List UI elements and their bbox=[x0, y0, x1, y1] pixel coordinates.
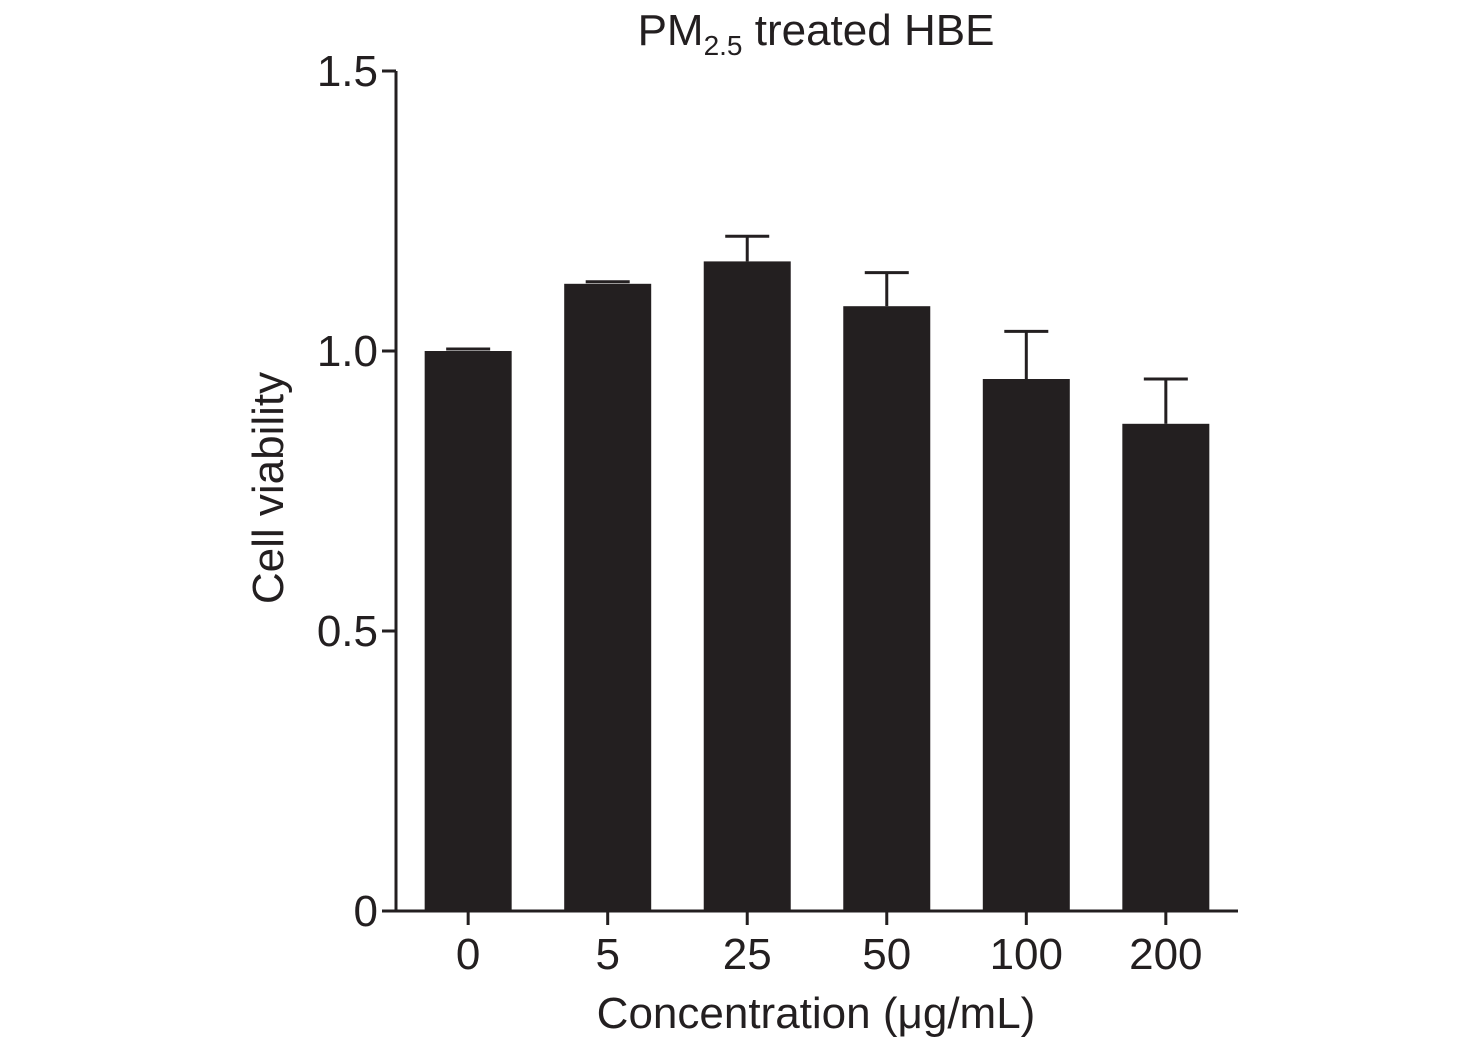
x-axis-label: Concentration (μg/mL) bbox=[597, 989, 1036, 1038]
y-tick-label: 1.5 bbox=[317, 47, 378, 96]
chart-title-suffix: treated HBE bbox=[743, 6, 995, 55]
y-tick-label: 0 bbox=[354, 887, 378, 936]
x-tick-label: 0 bbox=[456, 930, 480, 979]
x-tick-label: 5 bbox=[595, 930, 619, 979]
bar bbox=[424, 351, 512, 911]
bar bbox=[982, 379, 1070, 911]
chart-title-prefix: PM bbox=[638, 6, 704, 55]
x-ticks-group: 0 5 25 50 100 200 bbox=[456, 911, 1203, 979]
error-bars-group bbox=[446, 234, 1188, 424]
x-tick-label: 100 bbox=[990, 930, 1063, 979]
x-tick-label: 50 bbox=[862, 930, 911, 979]
x-tick-label: 25 bbox=[723, 930, 772, 979]
x-tick-label: 200 bbox=[1129, 930, 1202, 979]
bar bbox=[1122, 423, 1210, 911]
y-ticks-group: 0 0.5 1.0 1.5 bbox=[317, 47, 396, 936]
bars-group bbox=[424, 261, 1210, 911]
y-axis-label: Cell viability bbox=[244, 372, 293, 604]
chart-title-subscript: 2.5 bbox=[704, 30, 743, 61]
y-tick-label: 0.5 bbox=[317, 607, 378, 656]
bar bbox=[843, 306, 931, 911]
chart-title: PM2.5 treated HBE bbox=[638, 6, 995, 61]
bar bbox=[703, 261, 791, 911]
y-tick-label: 1.0 bbox=[317, 327, 378, 376]
bar bbox=[564, 283, 652, 911]
